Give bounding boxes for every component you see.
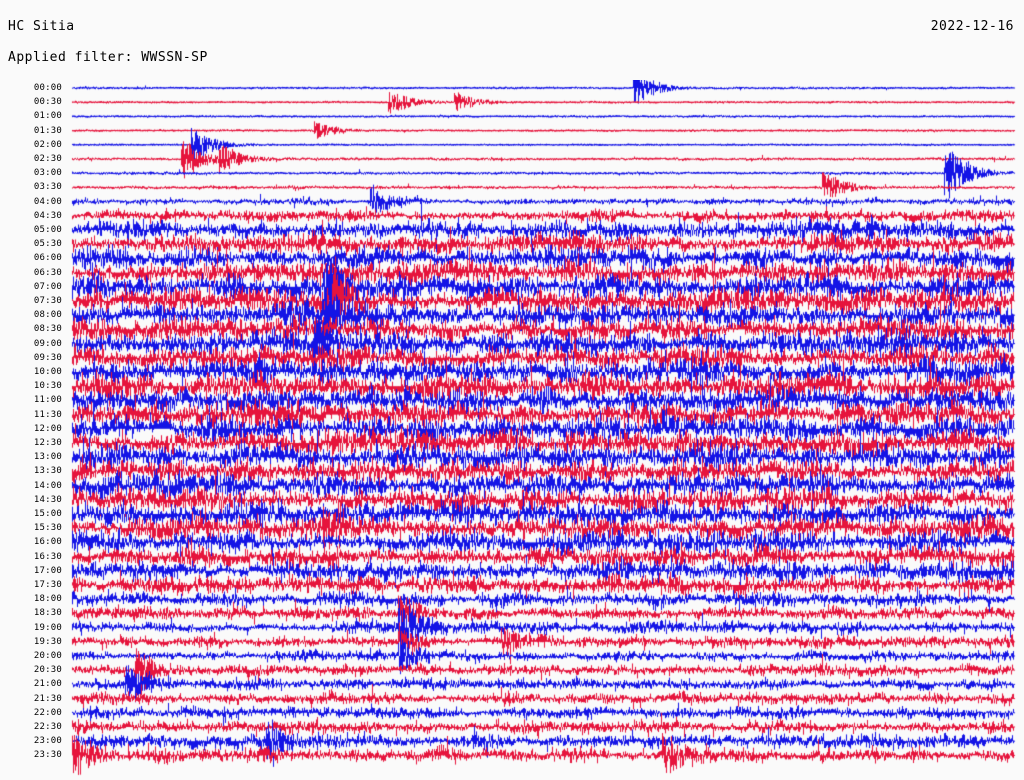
- record-date: 2022-12-16: [930, 19, 1014, 34]
- time-label: 13:00: [33, 452, 62, 463]
- time-axis: 00:00 00:30 01:00 01:30 02:00 02:30 03:00 03:30…: [0, 80, 70, 780]
- time-label: 10:30: [33, 381, 62, 392]
- time-label: 08:30: [33, 324, 62, 335]
- time-label: 07:00: [33, 281, 62, 292]
- time-label: 20:00: [33, 651, 62, 661]
- time-label: 01:00: [33, 111, 62, 122]
- seismogram-plot-area: [0, 80, 1024, 780]
- time-label: 08:00: [33, 310, 62, 321]
- time-label: 10:00: [33, 367, 62, 377]
- time-label: 00:00: [33, 83, 62, 93]
- time-label: 05:30: [33, 239, 62, 250]
- time-label: 13:30: [33, 466, 62, 477]
- time-label: 15:30: [33, 523, 62, 534]
- time-label: 22:00: [33, 707, 62, 718]
- time-label: 03:00: [33, 168, 62, 179]
- time-label: 05:00: [33, 225, 62, 235]
- time-label: 17:30: [33, 580, 62, 590]
- time-label: 12:00: [33, 423, 62, 434]
- time-label: 02:30: [33, 154, 62, 164]
- time-label: 17:00: [33, 565, 62, 576]
- station-title: HC Sitia: [8, 19, 75, 34]
- time-label: 11:30: [33, 409, 62, 420]
- time-label: 06:30: [33, 267, 62, 278]
- seismogram-traces: [0, 80, 1024, 780]
- time-label: 01:30: [33, 125, 62, 136]
- time-label: 12:30: [33, 438, 62, 448]
- time-label: 09:30: [33, 352, 62, 363]
- time-label: 18:30: [33, 608, 62, 619]
- time-label: 14:00: [33, 480, 62, 491]
- time-label: 19:30: [33, 636, 62, 647]
- time-label: 07:30: [33, 296, 62, 306]
- time-label: 03:30: [33, 182, 62, 193]
- time-label: 02:00: [33, 139, 62, 150]
- time-label: 18:00: [33, 594, 62, 605]
- applied-filter-label: Applied filter: WWSSN-SP: [8, 50, 208, 65]
- time-label: 11:00: [33, 395, 62, 406]
- time-label: 04:30: [33, 210, 62, 221]
- time-label: 23:30: [33, 750, 62, 761]
- time-label: 23:00: [33, 736, 62, 747]
- time-label: 15:00: [33, 509, 62, 519]
- time-label: 14:30: [33, 494, 62, 505]
- time-label: 16:30: [33, 551, 62, 562]
- time-label: 06:00: [33, 253, 62, 264]
- time-label: 16:00: [33, 537, 62, 548]
- time-label: 19:00: [33, 622, 62, 633]
- time-label: 20:30: [33, 665, 62, 676]
- time-label: 21:30: [33, 693, 62, 704]
- time-label: 09:00: [33, 338, 62, 349]
- time-label: 04:00: [33, 196, 62, 207]
- time-label: 22:30: [33, 722, 62, 732]
- time-label: 00:30: [33, 97, 62, 108]
- time-label: 21:00: [33, 679, 62, 690]
